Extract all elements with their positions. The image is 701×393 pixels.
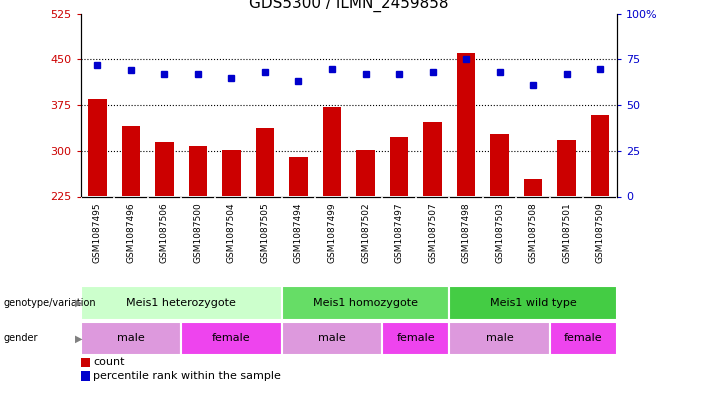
Bar [189, 146, 207, 196]
Text: Meis1 homozygote: Meis1 homozygote [313, 298, 418, 308]
Bar [81, 322, 181, 355]
Text: count: count [93, 357, 125, 367]
Bar [222, 150, 240, 196]
Bar [256, 128, 274, 196]
Text: GSM1087497: GSM1087497 [395, 203, 404, 263]
Text: GSM1087506: GSM1087506 [160, 203, 169, 263]
Text: GSM1087505: GSM1087505 [261, 203, 269, 263]
Bar [491, 134, 509, 196]
Text: Meis1 heterozygote: Meis1 heterozygote [126, 298, 236, 308]
Text: GSM1087499: GSM1087499 [327, 203, 336, 263]
Text: ▶: ▶ [75, 298, 83, 308]
Bar [322, 107, 341, 196]
Bar [181, 322, 282, 355]
Bar [449, 286, 617, 320]
Text: male: male [318, 333, 346, 343]
Bar [290, 157, 308, 196]
Text: GSM1087504: GSM1087504 [227, 203, 236, 263]
Text: female: female [212, 333, 251, 343]
Title: GDS5300 / ILMN_2459858: GDS5300 / ILMN_2459858 [249, 0, 449, 13]
Bar [282, 322, 382, 355]
Bar [390, 137, 408, 196]
Text: ▶: ▶ [75, 333, 83, 343]
Text: female: female [397, 333, 435, 343]
Bar [423, 121, 442, 196]
Text: GSM1087500: GSM1087500 [193, 203, 203, 263]
Text: Meis1 wild type: Meis1 wild type [490, 298, 576, 308]
Text: female: female [564, 333, 603, 343]
Bar [449, 322, 550, 355]
Bar [282, 286, 449, 320]
Text: GSM1087503: GSM1087503 [495, 203, 504, 263]
Bar [457, 53, 475, 196]
Bar [88, 99, 107, 196]
Bar [155, 141, 174, 196]
Bar [356, 150, 375, 196]
Text: GSM1087496: GSM1087496 [126, 203, 135, 263]
Bar [122, 127, 140, 196]
Bar [81, 286, 282, 320]
Text: GSM1087509: GSM1087509 [596, 203, 605, 263]
Bar [382, 322, 449, 355]
Text: genotype/variation: genotype/variation [4, 298, 96, 308]
Text: GSM1087498: GSM1087498 [461, 203, 470, 263]
Bar [550, 322, 617, 355]
Bar [557, 140, 576, 196]
Text: male: male [117, 333, 145, 343]
Text: GSM1087502: GSM1087502 [361, 203, 370, 263]
Text: GSM1087507: GSM1087507 [428, 203, 437, 263]
Bar [524, 180, 543, 196]
Text: GSM1087494: GSM1087494 [294, 203, 303, 263]
Text: male: male [486, 333, 513, 343]
Text: GSM1087501: GSM1087501 [562, 203, 571, 263]
Text: percentile rank within the sample: percentile rank within the sample [93, 371, 281, 381]
Text: GSM1087508: GSM1087508 [529, 203, 538, 263]
Text: GSM1087495: GSM1087495 [93, 203, 102, 263]
Bar [591, 116, 609, 196]
Text: gender: gender [4, 333, 38, 343]
